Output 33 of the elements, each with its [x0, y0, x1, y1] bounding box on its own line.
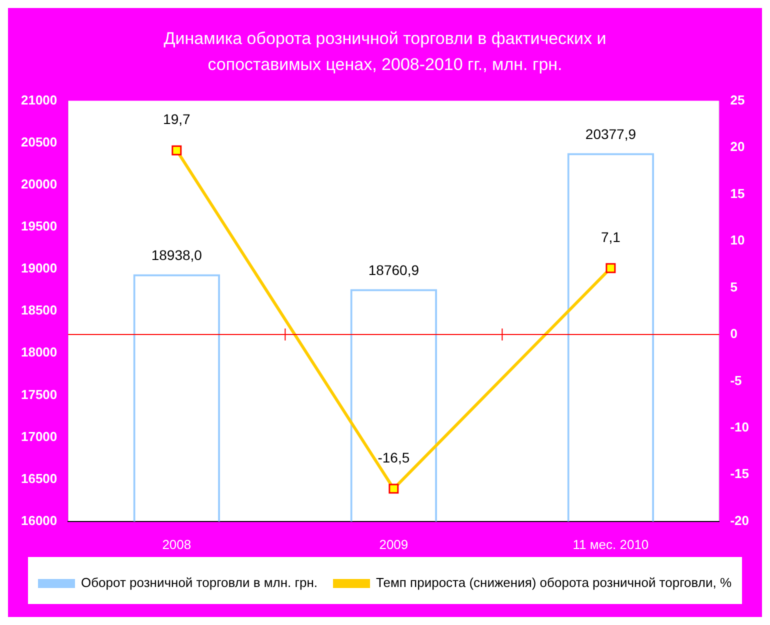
- y-tick-label: 16000: [20, 512, 58, 528]
- legend-label: Темп прироста (снижения) оборота розничной торговли, %: [376, 575, 732, 590]
- y2-tick-label: -5: [730, 372, 742, 388]
- y-tick-label: 20000: [20, 176, 58, 192]
- y2-tick-label: 15: [730, 186, 745, 201]
- y-tick-label: 16500: [20, 470, 58, 486]
- x-tick-label: 2009: [379, 536, 408, 552]
- y-tick-label: 21000: [20, 92, 58, 108]
- legend-label: Оборот розничной торговли в млн. грн.: [80, 575, 318, 590]
- y2-tick-label: 10: [730, 232, 745, 248]
- y-tick-label: 17500: [20, 386, 58, 402]
- y-tick-label: 19000: [20, 260, 58, 276]
- data-label: -16,5: [378, 450, 410, 466]
- y-tick-label: 18500: [20, 302, 58, 318]
- y2-tick-label: 25: [730, 92, 745, 108]
- data-label: 20377,9: [585, 126, 636, 142]
- y-tick-label: 19500: [20, 218, 58, 234]
- y2-tick-label: 20: [730, 139, 745, 154]
- x-tick-label: 2008: [162, 536, 192, 552]
- data-label: 18760,9: [368, 262, 420, 278]
- y2-tick-label: 5: [730, 279, 738, 294]
- y2-tick-label: -20: [730, 512, 750, 528]
- chart-title: Динамика оборота розничной торговли в фактических и сопоставимых ценах, 2008-2010 гг., млн. грн.: [162, 28, 608, 76]
- data-label: 19,7: [163, 111, 190, 128]
- y2-tick-label: 0: [730, 326, 738, 342]
- y2-tick-label: -15: [730, 466, 750, 482]
- data-label: 18938,0: [151, 247, 202, 264]
- y2-tick-label: -10: [730, 420, 750, 435]
- x-tick-label: 11 мес. 2010: [572, 536, 649, 552]
- y-tick-label: 18000: [20, 344, 58, 360]
- data-label: 7,1: [600, 228, 621, 245]
- y-tick-label: 17000: [20, 428, 58, 444]
- y-tick-label: 20500: [20, 134, 58, 150]
